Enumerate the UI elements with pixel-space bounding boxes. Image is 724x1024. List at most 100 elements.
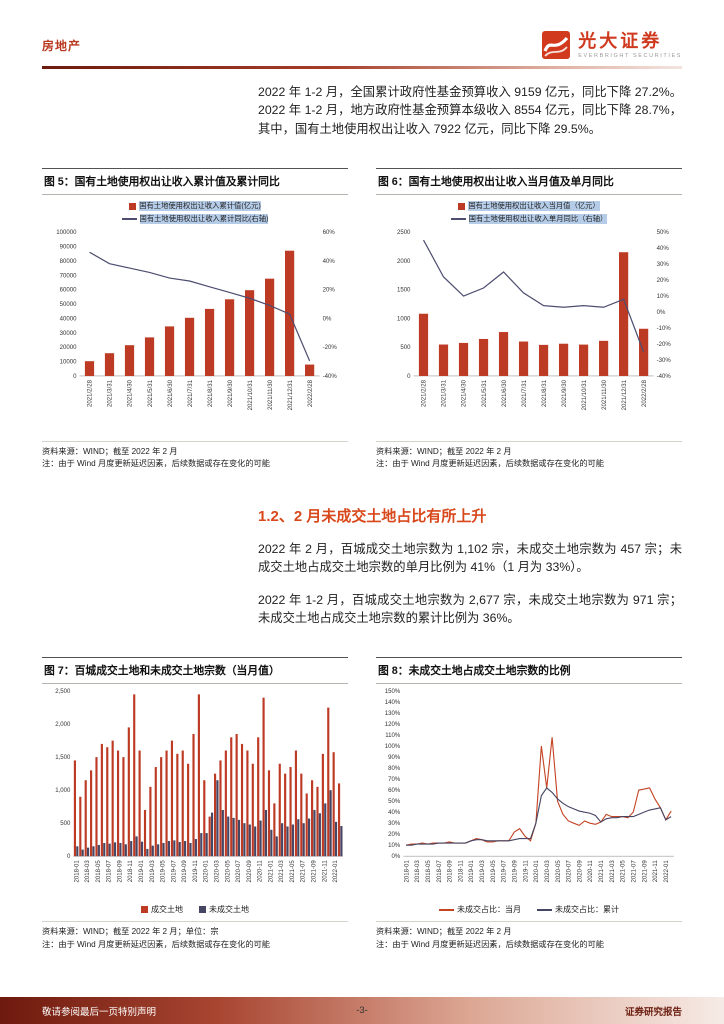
legend-item: 国有土地使用权出让收入当月值（亿元） — [458, 201, 600, 212]
svg-text:2020-03: 2020-03 — [545, 860, 551, 883]
svg-text:2019-03: 2019-03 — [150, 860, 156, 883]
svg-text:2021-03: 2021-03 — [610, 860, 616, 883]
svg-text:2019-05: 2019-05 — [161, 860, 167, 883]
legend-label: 国有土地使用权出让收入当月值（亿元） — [468, 201, 600, 212]
svg-text:2020-11: 2020-11 — [258, 860, 264, 882]
bar-swatch-icon — [141, 906, 148, 914]
line-swatch-icon — [537, 908, 552, 911]
svg-text:-20%: -20% — [323, 346, 338, 352]
svg-text:2,000: 2,000 — [55, 722, 71, 728]
svg-text:2022-01: 2022-01 — [664, 860, 670, 883]
svg-text:0: 0 — [67, 855, 71, 861]
svg-text:1500: 1500 — [397, 288, 411, 294]
svg-text:2021/12/31: 2021/12/31 — [288, 380, 294, 411]
svg-text:50%: 50% — [388, 800, 401, 806]
svg-text:2021-09: 2021-09 — [312, 860, 318, 883]
svg-text:-40%: -40% — [323, 374, 338, 380]
svg-text:2018-11: 2018-11 — [458, 860, 464, 882]
svg-text:2020-01: 2020-01 — [204, 860, 210, 883]
legend-item: 国有土地使用权出让收入单月同比（右轴） — [450, 214, 608, 225]
svg-text:2018-05: 2018-05 — [426, 860, 432, 883]
svg-text:2019-01: 2019-01 — [139, 860, 145, 883]
svg-text:0%: 0% — [657, 310, 666, 316]
svg-text:-10%: -10% — [657, 326, 672, 332]
svg-text:20000: 20000 — [60, 346, 77, 352]
svg-text:2021/5/31: 2021/5/31 — [482, 380, 488, 408]
page-number: -3- — [356, 1005, 368, 1016]
svg-text:2019-11: 2019-11 — [523, 860, 529, 882]
svg-text:2018-07: 2018-07 — [107, 860, 113, 883]
report-header: 房地产 光大证券 EVERBRIGHT SECURITIES — [42, 30, 682, 62]
svg-text:20%: 20% — [388, 833, 401, 839]
svg-text:80000: 80000 — [60, 259, 77, 265]
page-footer: 敬请参阅最后一页特别声明 -3- 证券研究报告 — [0, 997, 724, 1024]
bar-swatch-icon — [199, 906, 206, 914]
figure-6-title: 图 6：国有土地使用权出让收入当月值及单月同比 — [376, 168, 682, 196]
svg-text:70000: 70000 — [60, 274, 77, 280]
figure-6-legend: 国有土地使用权出让收入当月值（亿元） 国有土地使用权出让收入单月同比（右轴） — [376, 201, 682, 225]
svg-text:2500: 2500 — [397, 230, 411, 236]
svg-text:2020-05: 2020-05 — [556, 860, 562, 883]
svg-text:2019-11: 2019-11 — [193, 860, 199, 882]
svg-text:2021/3/31: 2021/3/31 — [108, 380, 114, 408]
svg-text:30%: 30% — [388, 822, 401, 828]
svg-text:2000: 2000 — [397, 259, 411, 265]
svg-text:2021/10/31: 2021/10/31 — [248, 380, 254, 411]
svg-text:100000: 100000 — [56, 230, 77, 236]
everbright-logo-icon — [542, 31, 571, 59]
svg-text:90%: 90% — [388, 756, 401, 762]
svg-text:140%: 140% — [385, 700, 401, 706]
brand-text: 光大证券 EVERBRIGHT SECURITIES — [578, 32, 682, 59]
svg-text:2020-05: 2020-05 — [225, 860, 231, 883]
legend-item: 成交土地 — [141, 904, 183, 915]
svg-text:2020-03: 2020-03 — [214, 860, 220, 883]
svg-text:2021-01: 2021-01 — [599, 860, 605, 883]
figure-7: 图 7：百城成交土地和未成交土地宗数（当月值） 0 500 1,000 1,500 2,… — [42, 657, 348, 950]
svg-text:2021/8/31: 2021/8/31 — [542, 380, 548, 408]
svg-text:70%: 70% — [388, 778, 401, 784]
note-line: 注：由于 Wind 月度更新延迟因素，后续数据或存在变化的可能 — [42, 459, 270, 469]
svg-text:2021/6/30: 2021/6/30 — [168, 380, 174, 408]
svg-text:2018-01: 2018-01 — [404, 860, 410, 883]
legend-item: 未成交土地 — [199, 904, 249, 915]
svg-text:2020-07: 2020-07 — [236, 860, 242, 883]
svg-text:2018-01: 2018-01 — [74, 860, 80, 883]
svg-text:500: 500 — [400, 346, 411, 352]
paragraph-feb-land: 2022 年 2 月，百城成交土地宗数为 1,102 宗，未成交土地宗数为 45… — [258, 541, 682, 575]
figure-5: 图 5：国有土地使用权出让收入累计值及累计同比 国有土地使用权出让收入累计值(亿… — [42, 168, 348, 470]
svg-text:80%: 80% — [388, 767, 401, 773]
footer-disclaimer: 敬请参阅最后一页特别声明 — [42, 1006, 157, 1018]
bar-swatch-icon — [458, 202, 466, 210]
svg-text:-30%: -30% — [657, 358, 672, 364]
legend-item: 国有土地使用权出让收入累计值(亿元) — [129, 201, 261, 212]
svg-text:2018-05: 2018-05 — [96, 860, 102, 883]
svg-text:2021/10/31: 2021/10/31 — [582, 380, 588, 411]
legend-label: 未成交土地 — [209, 905, 249, 915]
svg-text:-20%: -20% — [657, 342, 672, 348]
svg-text:2019-09: 2019-09 — [182, 860, 188, 883]
figure-6-chart: 0 500 1000 1500 2000 2500 -40% -30% -20% -10% 0% 10… — [397, 230, 672, 411]
svg-text:2020-07: 2020-07 — [567, 860, 573, 883]
svg-text:2021/3/31: 2021/3/31 — [442, 380, 448, 408]
svg-text:40%: 40% — [323, 259, 336, 265]
svg-text:2021/5/31: 2021/5/31 — [148, 380, 154, 408]
brand-logo: 光大证券 EVERBRIGHT SECURITIES — [541, 30, 682, 62]
svg-text:-40%: -40% — [657, 374, 672, 380]
figure-row-2: 图 7：百城成交土地和未成交土地宗数（当月值） 0 500 1,000 1,500 2,… — [42, 657, 682, 950]
legend-item: 未成交占比：当月 — [439, 904, 521, 915]
svg-text:120%: 120% — [385, 722, 401, 728]
svg-text:2019-03: 2019-03 — [480, 860, 486, 883]
svg-text:40%: 40% — [657, 246, 670, 252]
svg-text:2020-09: 2020-09 — [577, 860, 583, 883]
svg-text:10000: 10000 — [60, 360, 77, 366]
svg-text:2020-01: 2020-01 — [534, 860, 540, 883]
figure-8-source: 资料来源：WIND；截至 2022 年 2 月 注：由于 Wind 月度更新延迟… — [376, 921, 682, 951]
svg-text:2018-11: 2018-11 — [128, 860, 134, 882]
svg-text:40%: 40% — [388, 811, 401, 817]
svg-text:2021/9/30: 2021/9/30 — [562, 380, 568, 408]
svg-text:2021-05: 2021-05 — [290, 860, 296, 883]
svg-text:2022-01: 2022-01 — [333, 860, 339, 883]
note-line: 注：由于 Wind 月度更新延迟因素，后续数据或存在变化的可能 — [42, 939, 270, 949]
line-swatch-icon — [121, 218, 137, 221]
line-swatch-icon — [439, 908, 454, 911]
